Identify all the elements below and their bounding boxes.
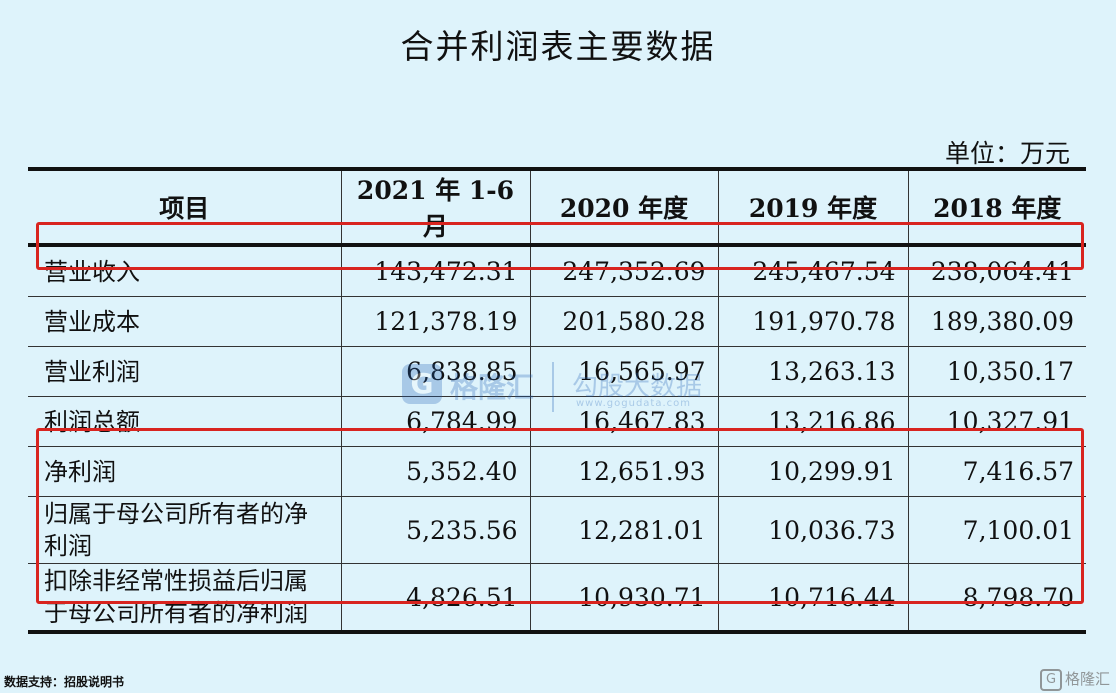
cell-value: 247,352.69	[529, 244, 719, 297]
cell-value: 4,826.51	[340, 563, 531, 634]
corner-logo-icon: G	[1039, 668, 1062, 691]
cell-value: 7,100.01	[907, 496, 1086, 564]
column-header-2019: 2019 年度	[717, 167, 909, 247]
table-row: 扣除非经常性损益后归属于母公司所有者的净利润 4,826.51 10,930.7…	[28, 563, 1086, 634]
watermark-brand: 格隆汇	[450, 371, 535, 404]
cell-value: 238,064.41	[907, 244, 1086, 297]
watermark-logo-icon: G	[402, 364, 442, 404]
table-header-row: 项目 2021 年 1-6 月 2020 年度 2019 年度 2018 年度	[28, 167, 1086, 247]
corner-logo-text: 格隆汇	[1064, 670, 1110, 688]
column-header-item: 项目	[28, 167, 342, 247]
cell-value: 8,798.70	[907, 563, 1086, 634]
cell-value: 5,235.56	[340, 496, 531, 564]
column-header-2018: 2018 年度	[907, 167, 1086, 247]
cell-value: 189,380.09	[907, 296, 1086, 347]
corner-logo: G 格隆汇	[1039, 668, 1110, 691]
cell-value: 10,036.73	[717, 496, 909, 564]
row-label: 扣除非经常性损益后归属于母公司所有者的净利润	[28, 563, 342, 634]
cell-value: 10,327.91	[907, 396, 1086, 447]
cell-value: 10,716.44	[717, 563, 909, 634]
cell-value: 13,263.13	[717, 346, 909, 397]
table-row: 营业收入 143,472.31 247,352.69 245,467.54 23…	[28, 244, 1086, 297]
cell-value: 6,838.85	[340, 346, 531, 397]
row-label: 营业收入	[28, 244, 342, 297]
cell-value: 5,352.40	[340, 446, 531, 497]
cell-value: 245,467.54	[717, 244, 909, 297]
cell-value: 7,416.57	[907, 446, 1086, 497]
cell-value: 6,784.99	[340, 396, 531, 447]
table-row: 归属于母公司所有者的净利润 5,235.56 12,281.01 10,036.…	[28, 496, 1086, 564]
table-row: 营业成本 121,378.19 201,580.28 191,970.78 18…	[28, 296, 1086, 347]
cell-value: 10,299.91	[717, 446, 909, 497]
table-row: 净利润 5,352.40 12,651.93 10,299.91 7,416.5…	[28, 446, 1086, 497]
row-label: 营业成本	[28, 296, 342, 347]
cell-value: 10,930.71	[529, 563, 719, 634]
income-statement-table: 项目 2021 年 1-6 月 2020 年度 2019 年度 2018 年度 …	[28, 167, 1086, 634]
cell-value: 121,378.19	[340, 296, 531, 347]
cell-value: 12,651.93	[529, 446, 719, 497]
cell-value: 13,216.86	[717, 396, 909, 447]
watermark: G 格隆汇 勾股大数据 www.gogudata.com	[402, 362, 722, 414]
row-label: 营业利润	[28, 346, 342, 397]
row-label: 净利润	[28, 446, 342, 497]
unit-label: 单位：万元	[944, 139, 1070, 168]
row-label: 归属于母公司所有者的净利润	[28, 496, 342, 564]
page-title: 合并利润表主要数据	[400, 27, 716, 66]
cell-value: 10,350.17	[907, 346, 1086, 397]
cell-value: 16,565.97	[529, 346, 719, 397]
row-label: 利润总额	[28, 396, 342, 447]
cell-value: 191,970.78	[717, 296, 909, 347]
cell-value: 16,467.83	[529, 396, 719, 447]
column-header-2020: 2020 年度	[529, 167, 719, 247]
column-header-2021h1: 2021 年 1-6 月	[340, 167, 531, 247]
watermark-divider	[552, 362, 554, 412]
cell-value: 12,281.01	[529, 496, 719, 564]
cell-value: 143,472.31	[340, 244, 531, 297]
watermark-url: www.gogudata.com	[576, 398, 692, 409]
watermark-tagline: 勾股大数据	[572, 372, 703, 402]
cell-value: 201,580.28	[529, 296, 719, 347]
table-row: 营业利润 6,838.85 16,565.97 13,263.13 10,350…	[28, 346, 1086, 397]
source-note: 数据支持：招股说明书	[4, 675, 125, 689]
